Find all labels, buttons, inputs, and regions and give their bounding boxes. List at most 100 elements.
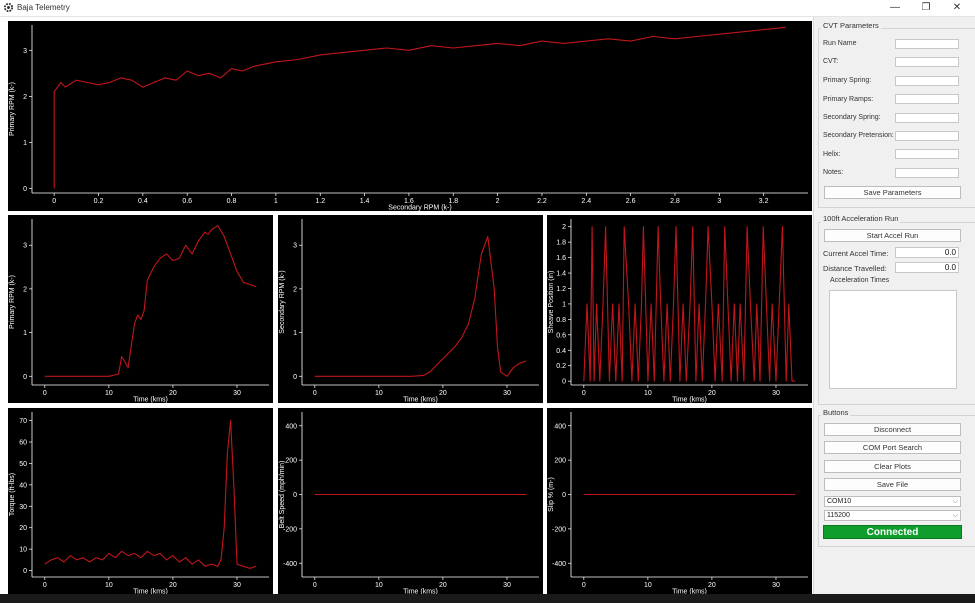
x-tick-label: 20 — [169, 390, 177, 397]
primary-ramps-input[interactable] — [895, 94, 959, 104]
y-tick-label: 0 — [293, 374, 297, 381]
x-tick-label: 30 — [503, 390, 511, 397]
y-tick-label: 0 — [562, 492, 566, 499]
x-tick-label: 0 — [43, 390, 47, 397]
save-parameters-button[interactable]: Save Parameters — [824, 186, 961, 199]
run-name-input[interactable] — [895, 39, 959, 49]
series-line — [44, 420, 257, 569]
chevron-down-icon: ⌵ — [952, 498, 958, 505]
start-accel-run-button[interactable]: Start Accel Run — [824, 229, 961, 242]
y-tick-label: 3 — [23, 48, 27, 55]
baud-rate-select[interactable]: 115200 ⌵ — [824, 510, 961, 521]
plot-primary-rpm[interactable]: 0 10 20 30 0 1 2 3 Time (kms) Primary RPM (k-) — [8, 215, 273, 403]
y-tick-label: 1.4 — [556, 271, 566, 278]
close-button[interactable]: ✕ — [952, 2, 962, 13]
x-tick-label: 1.4 — [360, 198, 370, 205]
x-tick-label: 2.6 — [626, 198, 636, 205]
y-tick-label: 0.2 — [556, 363, 566, 370]
x-tick-label: 1.2 — [315, 198, 325, 205]
y-tick-label: 1.6 — [556, 255, 566, 262]
notes-label: Notes: — [823, 169, 844, 176]
x-tick-label: 20 — [708, 390, 716, 397]
com-port-search-button[interactable]: COM Port Search — [824, 441, 961, 454]
y-tick-label: 0.8 — [556, 317, 566, 324]
chart-svg: 0 10 20 30 0 0.2 0.4 0.6 0.8 1 1.2 1.4 1.6 1.8 2 Time (… — [548, 219, 808, 403]
minimize-button[interactable]: — — [890, 2, 900, 13]
x-tick-label: 10 — [644, 390, 652, 397]
chart-svg: 0 10 20 30 0 1 2 3 Time (kms) Primary RPM (k-) — [9, 219, 269, 403]
x-tick-label: 30 — [233, 582, 241, 589]
x-axis-label: Time (kms) — [403, 589, 438, 596]
y-tick-label: 0 — [293, 492, 297, 499]
x-tick-label: 0 — [43, 582, 47, 589]
y-axis-label: Sheave Position (in) — [548, 271, 555, 334]
x-tick-label: 2.8 — [670, 198, 680, 205]
y-tick-label: 2 — [23, 94, 27, 101]
y-axis-label: Torque (ft-lbs) — [9, 473, 16, 516]
plot-secondary-rpm[interactable]: 0 10 20 30 0 1 2 3 Time (kms) Secondary RPM (k-) — [278, 215, 543, 403]
y-axis-label: Slip % (m-) — [548, 477, 555, 512]
y-tick-label: 70 — [19, 418, 27, 425]
y-tick-label: 30 — [19, 504, 27, 511]
save-file-button[interactable]: Save File — [824, 478, 961, 491]
x-tick-label: 0 — [52, 198, 56, 205]
y-tick-label: 0 — [23, 568, 27, 575]
control-panel: CVT Parameters Run Name CVT: Primary Spr… — [813, 17, 975, 603]
y-tick-label: 50 — [19, 461, 27, 468]
x-tick-label: 10 — [105, 390, 113, 397]
y-tick-label: 1.8 — [556, 240, 566, 247]
y-tick-label: 1 — [562, 301, 566, 308]
plot-sheave-position[interactable]: 0 10 20 30 0 0.2 0.4 0.6 0.8 1 1.2 1.4 1.6 1.8 2 Time (… — [547, 215, 812, 403]
x-tick-label: 20 — [439, 582, 447, 589]
y-tick-label: 200 — [285, 458, 297, 465]
acceleration-times-list[interactable] — [829, 290, 957, 389]
secondary-spring-input[interactable] — [895, 113, 959, 123]
x-tick-label: 0.6 — [182, 198, 192, 205]
y-tick-label: 2 — [562, 224, 566, 231]
chart-svg: 0 10 20 30 0 1 2 3 Time (kms) Secondary RPM (k-) — [279, 219, 539, 403]
helix-input[interactable] — [895, 149, 959, 159]
x-tick-label: 30 — [233, 390, 241, 397]
y-tick-label: 1.2 — [556, 286, 566, 293]
y-axis-label: Belt Speed (mph/min) — [279, 461, 286, 529]
com-port-select[interactable]: COM10 ⌵ — [824, 496, 961, 507]
x-axis-label: Secondary RPM (k-) — [388, 205, 451, 212]
plot-slip[interactable]: 0 10 20 30 -400 -200 0 200 400 Time (kms) Slip % (… — [547, 408, 812, 595]
primary-spring-label: Primary Spring: — [823, 77, 872, 84]
x-tick-label: 3.2 — [759, 198, 769, 205]
y-tick-label: 1 — [23, 330, 27, 337]
y-tick-label: 0 — [562, 379, 566, 386]
x-tick-label: 0 — [313, 582, 317, 589]
plot-belt-speed[interactable]: 0 10 20 30 -400 -200 0 200 400 Time (kms) Belt Spe… — [278, 408, 543, 595]
clear-plots-button[interactable]: Clear Plots — [824, 460, 961, 473]
y-tick-label: -400 — [283, 561, 297, 568]
x-tick-label: 30 — [503, 582, 511, 589]
acceleration-times-title: Acceleration Times — [828, 277, 892, 284]
chart-svg: 0 10 20 30 -400 -200 0 200 400 Time (kms) Belt Spe… — [279, 412, 539, 596]
plots-area: 0 0.2 0.4 0.6 0.8 1 1.2 1.4 1.6 1.8 2 2.2 2.4 2.6 2.8 3… — [0, 17, 813, 603]
cvt-input[interactable] — [895, 57, 959, 67]
cvt-parameters-group — [818, 28, 975, 208]
series-line — [53, 26, 786, 189]
chart-svg: 0 10 20 30 -400 -200 0 200 400 Time (kms) Slip % (… — [548, 412, 808, 596]
primary-ramps-label: Primary Ramps: — [823, 96, 874, 103]
plot-torque[interactable]: 0 10 20 30 0 10 20 30 40 50 60 70 Time (kms) Torque (… — [8, 408, 273, 595]
secondary-pretension-input[interactable] — [895, 131, 959, 141]
x-tick-label: 30 — [772, 390, 780, 397]
x-axis-label: Time (kms) — [672, 589, 707, 596]
y-tick-label: 60 — [19, 440, 27, 447]
x-tick-label: 10 — [644, 582, 652, 589]
plot-primary-vs-secondary[interactable]: 0 0.2 0.4 0.6 0.8 1 1.2 1.4 1.6 1.8 2 2.2 2.4 2.6 2.8 3… — [8, 21, 812, 211]
y-tick-label: 0 — [23, 374, 27, 381]
restore-button[interactable]: ❐ — [921, 2, 931, 13]
chevron-down-icon: ⌵ — [952, 512, 958, 519]
baud-rate-value: 115200 — [827, 512, 850, 519]
y-tick-label: 40 — [19, 482, 27, 489]
run-name-label: Run Name — [823, 40, 857, 47]
notes-input[interactable] — [895, 168, 959, 178]
connection-status-badge: Connected — [823, 525, 962, 539]
primary-spring-input[interactable] — [895, 76, 959, 86]
distance-travelled-label: Distance Travelled: — [823, 264, 887, 273]
disconnect-button[interactable]: Disconnect — [824, 423, 961, 436]
x-tick-label: 10 — [375, 390, 383, 397]
